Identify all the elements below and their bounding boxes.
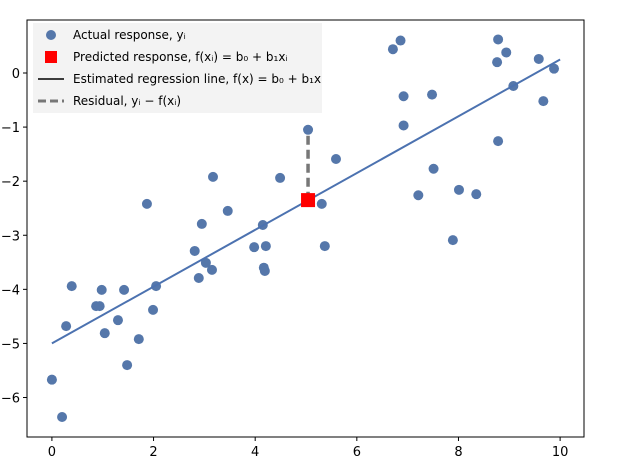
data-point (533, 53, 544, 64)
data-point (94, 301, 105, 312)
data-point (46, 374, 57, 385)
data-point (395, 35, 406, 46)
data-point (222, 205, 233, 216)
data-point (538, 96, 549, 107)
data-point (275, 172, 286, 183)
data-point (122, 360, 133, 371)
data-point (189, 245, 200, 256)
data-point (330, 154, 341, 164)
legend-box (33, 23, 322, 113)
x-tick-label: 4 (251, 445, 259, 460)
legend-label-residual: Residual, yᵢ − f(xᵢ) (73, 94, 181, 108)
data-point (398, 91, 409, 102)
data-point (133, 334, 144, 345)
y-tick-label: −3 (1, 229, 20, 244)
data-point (57, 411, 68, 422)
data-point (428, 163, 439, 174)
x-tick-label: 8 (454, 445, 462, 460)
data-point (208, 171, 219, 182)
y-tick-label: −1 (1, 121, 20, 136)
data-point (196, 218, 207, 229)
data-point (119, 284, 130, 295)
data-point (549, 63, 560, 74)
predicted-point (301, 193, 316, 208)
data-point (427, 89, 438, 100)
data-point (96, 284, 107, 295)
y-tick-label: −2 (1, 175, 20, 190)
data-point (492, 57, 503, 68)
y-tick-label: −5 (1, 337, 20, 352)
legend-label-predicted: Predicted response, f(xᵢ) = b₀ + b₁xᵢ (73, 50, 288, 64)
legend-label-line: Estimated regression line, f(x) = b₀ + b… (73, 72, 321, 86)
data-point (471, 189, 482, 200)
data-point (316, 198, 327, 209)
data-point (447, 235, 458, 246)
x-tick-label: 2 (149, 445, 157, 460)
data-point (493, 136, 504, 147)
legend: Actual response, yᵢ Predicted response, … (33, 23, 322, 113)
data-point (66, 281, 77, 292)
data-point (501, 47, 512, 58)
data-point (453, 184, 464, 195)
x-tick-label: 10 (552, 445, 569, 460)
x-tick-label: 6 (353, 445, 361, 460)
data-point (413, 190, 424, 201)
data-point (61, 321, 72, 332)
data-point (148, 304, 159, 315)
legend-marker-predicted (45, 51, 57, 63)
data-point (249, 242, 260, 253)
data-point (193, 272, 204, 283)
data-point (206, 264, 217, 275)
y-tick-label: −6 (1, 392, 20, 407)
data-point (200, 257, 211, 268)
x-tick-label: 0 (48, 445, 56, 460)
data-point (112, 315, 123, 326)
data-point (259, 265, 270, 276)
data-point (141, 198, 152, 209)
data-point (398, 120, 409, 131)
legend-marker-actual (46, 30, 56, 40)
y-tick-label: −4 (1, 283, 20, 298)
data-point (493, 34, 504, 45)
data-point (319, 241, 330, 252)
axes-frame (26, 19, 585, 438)
legend-label-actual: Actual response, yᵢ (73, 28, 186, 42)
axis-ticks: 0 2 4 6 8 10 0 −1 −2 −3 −4 −5 −6 (1, 67, 569, 460)
data-point (99, 328, 110, 339)
data-point (303, 124, 314, 135)
y-tick-label: 0 (12, 67, 20, 82)
data-point (387, 44, 398, 55)
data-point (260, 241, 271, 252)
plot-area (46, 34, 561, 422)
